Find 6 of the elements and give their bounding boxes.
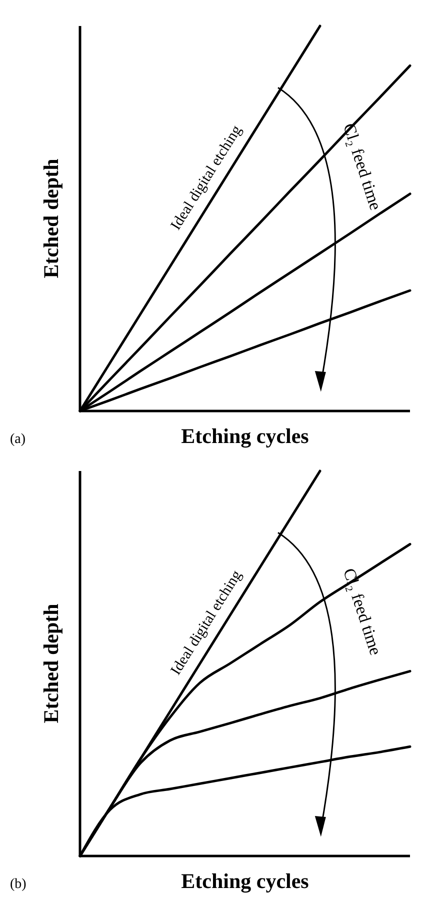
y-axis-title: Etched depth [39,603,63,724]
text: (b) [10,877,27,892]
x-axis-title: Etching cycles [181,424,309,448]
y-axis-title: Etched depth [39,158,63,278]
x-axis-title: Etching cycles [181,869,309,893]
text: (a) [10,432,26,447]
